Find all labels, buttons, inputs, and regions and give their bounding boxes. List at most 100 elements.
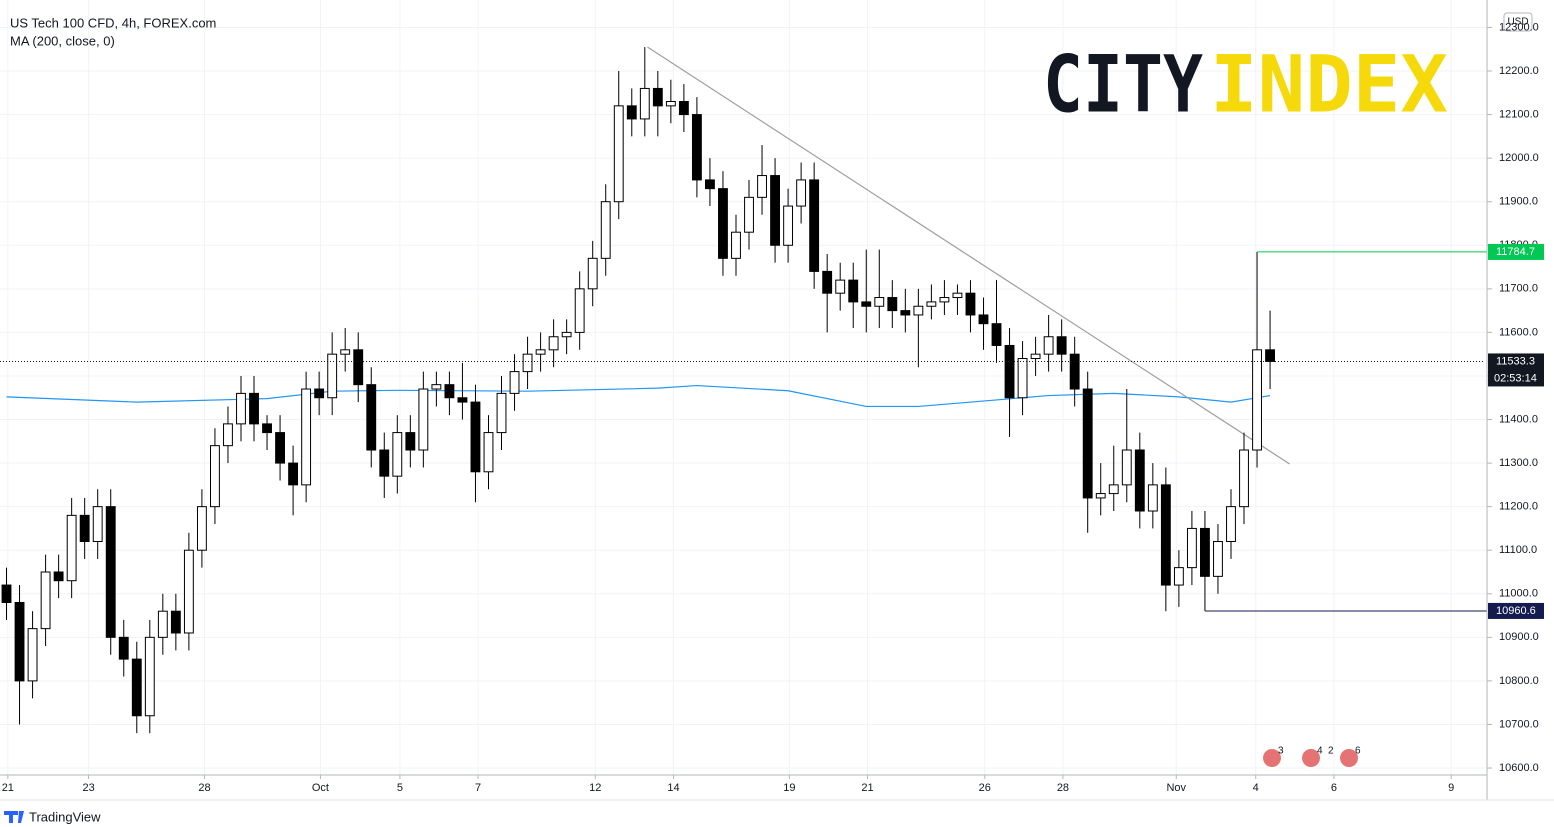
candle-body [496, 392, 507, 434]
candle-body [210, 445, 220, 508]
x-tick-label: Oct [312, 782, 329, 794]
candle-body [1213, 540, 1223, 577]
currency-box[interactable] [1503, 12, 1533, 32]
y-tick-label: 10600.0 [1499, 762, 1539, 774]
x-tick-label: 21 [2, 782, 14, 794]
candle-body [939, 297, 950, 303]
event-icon[interactable] [1300, 747, 1322, 769]
candle-body [223, 423, 233, 447]
candle-body [587, 257, 598, 290]
candle-body [457, 397, 468, 403]
candle-body [626, 105, 637, 120]
y-tick-label: 11900.0 [1499, 196, 1538, 208]
last-price-label: 11533.3 [1496, 355, 1535, 367]
event-count: 4 [1317, 746, 1323, 757]
x-tick-label: 19 [783, 782, 795, 794]
candle-body [275, 432, 285, 464]
candle-body [639, 87, 650, 120]
candle-body [27, 628, 38, 682]
candle-body [913, 305, 924, 316]
candle-body [79, 514, 90, 542]
last-price-tag [1488, 353, 1544, 387]
candle-body [340, 349, 351, 355]
candle-body [522, 353, 533, 373]
event-icon[interactable] [1261, 747, 1283, 769]
candle-body [991, 323, 1002, 346]
x-tick-label: 7 [475, 782, 481, 794]
chart-title: US Tech 100 CFD, 4h, FOREX.com [10, 15, 216, 30]
candle-body [431, 384, 442, 390]
candle-body [157, 610, 168, 638]
currency[interactable]: USD [1507, 17, 1528, 28]
y-tick-label: 10900.0 [1499, 631, 1539, 643]
event-icon[interactable] [1338, 747, 1360, 769]
candle-body [705, 179, 715, 190]
y-tick-label: 10800.0 [1499, 675, 1539, 687]
candle-body [392, 432, 403, 477]
candle-body [691, 114, 702, 181]
candle-body [170, 610, 181, 634]
x-tick-label: 28 [198, 782, 210, 794]
candle-body [470, 401, 481, 473]
level-tag [1488, 602, 1544, 619]
candle-body [144, 636, 155, 717]
candle-body [978, 314, 989, 325]
trendline [647, 46, 1290, 465]
candle-body [887, 297, 898, 312]
x-tick-label: 23 [82, 782, 94, 794]
candle-body [848, 279, 859, 303]
candle-body [1017, 358, 1028, 399]
candle-body [1134, 449, 1145, 512]
candle-body [444, 384, 455, 399]
candle-body [196, 506, 207, 551]
candle-body [288, 462, 299, 486]
candle-body [1121, 449, 1132, 486]
x-tick-label: 26 [979, 782, 991, 794]
candle-body [926, 301, 937, 307]
candle-body [600, 201, 611, 259]
x-tick-label: Nov [1166, 782, 1186, 794]
level-tag [1488, 243, 1544, 260]
candle-body [809, 179, 820, 272]
candle-body [236, 392, 246, 425]
candle-body [1173, 567, 1184, 586]
countdown: 02:53:14 [1494, 372, 1537, 384]
level-label: 11784.7 [1496, 246, 1535, 258]
candle-body [1095, 493, 1106, 499]
y-tick-label: 11600.0 [1499, 326, 1538, 338]
candle-body [861, 301, 872, 307]
footer-text[interactable]: TradingView [29, 809, 101, 824]
candle-body [1004, 344, 1015, 399]
candle-body [874, 297, 885, 307]
candle-body [483, 432, 494, 473]
candle-body [757, 175, 767, 198]
candle-body [900, 310, 911, 316]
candle-body [14, 601, 25, 682]
logo-city: CITY [1043, 40, 1203, 130]
candle-body [652, 87, 663, 107]
candle-body [613, 105, 624, 203]
candle-body [718, 188, 728, 259]
y-tick-label: 11700.0 [1499, 283, 1538, 295]
y-tick-label: 12100.0 [1499, 108, 1539, 120]
y-tick-label: 11000.0 [1499, 588, 1538, 600]
candle-body [770, 175, 780, 246]
candle-body [561, 331, 572, 338]
y-tick-label: 11100.0 [1499, 544, 1537, 556]
candle-body [574, 288, 585, 333]
x-tick-label: 9 [1448, 782, 1454, 794]
candle-body [66, 514, 77, 582]
footer-logo[interactable] [4, 811, 24, 823]
candle-body [405, 432, 416, 451]
event-count: 3 [1278, 746, 1284, 757]
candle-body [1, 584, 12, 603]
candle-body [1147, 484, 1158, 512]
candle-body [1186, 527, 1197, 569]
candle-body [1069, 353, 1080, 390]
y-tick-label: 12000.0 [1499, 152, 1539, 164]
logo-index: INDEX [1210, 40, 1448, 130]
x-tick-label: 6 [1331, 782, 1337, 794]
candle-body [1265, 349, 1275, 362]
x-tick-label: 14 [667, 782, 679, 794]
